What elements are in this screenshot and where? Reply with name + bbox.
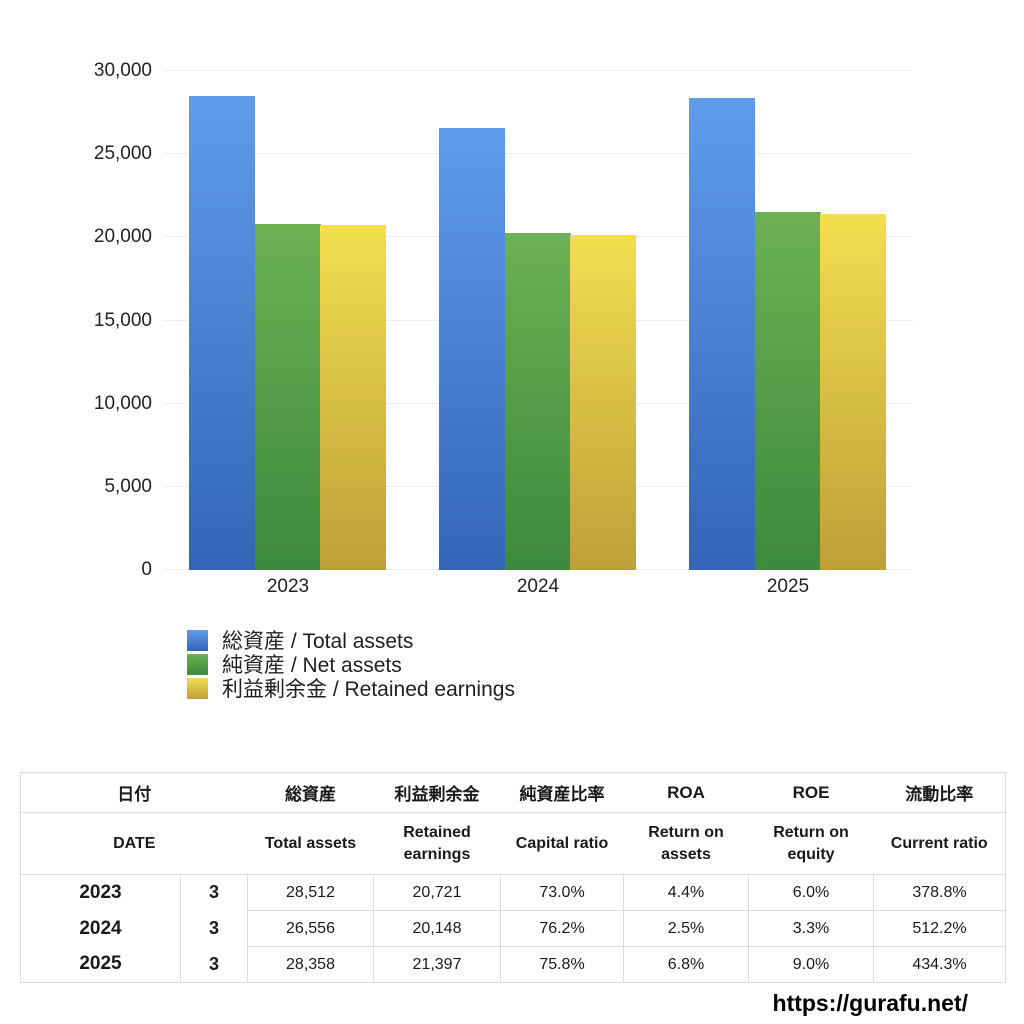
bar-2023-series2 xyxy=(320,225,386,570)
legend-item: 純資産 / Net assets xyxy=(187,652,1024,677)
cell-capital-ratio: 76.2% xyxy=(500,910,624,947)
bar-2025-series0 xyxy=(689,98,755,570)
legend-swatch-icon xyxy=(187,677,208,699)
cell-total-assets: 28,512 xyxy=(247,874,374,911)
x-axis-tick-label: 2024 xyxy=(516,576,560,597)
header-total-assets-en: Total assets xyxy=(247,812,374,875)
table-row: 2025 3 28,358 21,397 75.8% 6.8% 9.0% 434… xyxy=(20,946,1006,983)
cell-roe: 9.0% xyxy=(748,946,874,983)
table-row: 2023 3 28,512 20,721 73.0% 4.4% 6.0% 378… xyxy=(20,874,1006,911)
header-current-ratio-en: Current ratio xyxy=(873,812,1006,875)
cell-current-ratio: 512.2% xyxy=(873,910,1006,947)
bar-2023-series0 xyxy=(189,95,255,570)
cell-roa: 4.4% xyxy=(623,874,749,911)
header-date-en: DATE xyxy=(20,812,248,875)
cell-current-ratio: 378.8% xyxy=(873,874,1006,911)
x-axis-tick-label: 2025 xyxy=(766,576,810,597)
cell-capital-ratio: 75.8% xyxy=(500,946,624,983)
legend-swatch-icon xyxy=(187,653,208,675)
cell-year: 2023 xyxy=(20,874,181,911)
y-axis-tick-label: 0 xyxy=(141,559,152,580)
gridline xyxy=(163,153,913,155)
y-axis-tick-label: 20,000 xyxy=(93,226,152,248)
header-roa-en: Return on assets xyxy=(623,812,749,875)
cell-current-ratio: 434.3% xyxy=(873,946,1006,983)
cell-roa: 6.8% xyxy=(623,946,749,983)
y-axis-tick-label: 25,000 xyxy=(93,143,152,165)
gridline xyxy=(163,70,913,71)
cell-month: 3 xyxy=(180,874,248,911)
legend-label: 総資産 / Total assets xyxy=(222,630,414,653)
bar-2023-series1 xyxy=(254,223,321,570)
legend: 総資産 / Total assets 純資産 / Net assets 利益剰余金 … xyxy=(187,628,1024,701)
cell-roe: 6.0% xyxy=(748,874,874,911)
bar-chart: 0 5,000 10,000 15,000 20,000 25,000 30,000 2023… xyxy=(93,60,913,597)
y-axis-tick-label: 5,000 xyxy=(104,475,152,497)
y-axis-tick-label: 30,000 xyxy=(93,60,152,81)
header-roe-jp: ROE xyxy=(748,772,874,813)
table-header-en: DATE Total assets Retained earnings Capi… xyxy=(20,812,1006,875)
y-axis-tick-label: 10,000 xyxy=(93,392,152,414)
cell-year: 2024 xyxy=(20,910,181,947)
header-retained-earnings-jp: 利益剰余金 xyxy=(373,772,501,813)
y-axis-tick-label: 15,000 xyxy=(93,309,152,331)
plot-area xyxy=(163,70,913,570)
legend-label: 利益剰余金 / Retained earnings xyxy=(222,678,515,701)
site-url: https://gurafu.net/ xyxy=(772,990,968,1016)
header-capital-ratio-en: Capital ratio xyxy=(500,812,624,875)
bar-2025-series1 xyxy=(754,212,821,570)
x-axis-tick-label: 2023 xyxy=(266,576,310,597)
bar-2024-series2 xyxy=(570,234,636,570)
header-capital-ratio-jp: 純資産比率 xyxy=(500,772,624,813)
header-roa-jp: ROA xyxy=(623,772,749,813)
header-retained-earnings-en: Retained earnings xyxy=(373,812,501,875)
cell-retained-earnings: 21,397 xyxy=(373,946,501,983)
legend-swatch-icon xyxy=(187,629,208,651)
cell-capital-ratio: 73.0% xyxy=(500,874,624,911)
bar-2024-series1 xyxy=(504,233,571,570)
cell-year: 2025 xyxy=(20,946,181,983)
legend-item: 総資産 / Total assets xyxy=(187,628,1024,653)
cell-retained-earnings: 20,721 xyxy=(373,874,501,911)
header-current-ratio-jp: 流動比率 xyxy=(873,772,1006,813)
cell-month: 3 xyxy=(180,910,248,947)
cell-total-assets: 26,556 xyxy=(247,910,374,947)
cell-roe: 3.3% xyxy=(748,910,874,947)
financial-table: 日付 総資産 利益剰余金 純資産比率 ROA ROE 流動比率 DATE Tot… xyxy=(20,772,1006,983)
header-total-assets-jp: 総資産 xyxy=(247,772,374,813)
legend-label: 純資産 / Net assets xyxy=(222,654,402,677)
cell-total-assets: 28,358 xyxy=(247,946,374,983)
bar-2025-series2 xyxy=(820,214,886,570)
legend-item: 利益剰余金 / Retained earnings xyxy=(187,676,1024,701)
cell-month: 3 xyxy=(180,946,248,983)
table-header-jp: 日付 総資産 利益剰余金 純資産比率 ROA ROE 流動比率 xyxy=(20,772,1006,813)
table-row: 2024 3 26,556 20,148 76.2% 2.5% 3.3% 512… xyxy=(20,910,1006,947)
cell-roa: 2.5% xyxy=(623,910,749,947)
bar-2024-series0 xyxy=(439,128,505,570)
header-roe-en: Return on equity xyxy=(748,812,874,875)
header-date-jp: 日付 xyxy=(20,772,248,813)
cell-retained-earnings: 20,148 xyxy=(373,910,501,947)
